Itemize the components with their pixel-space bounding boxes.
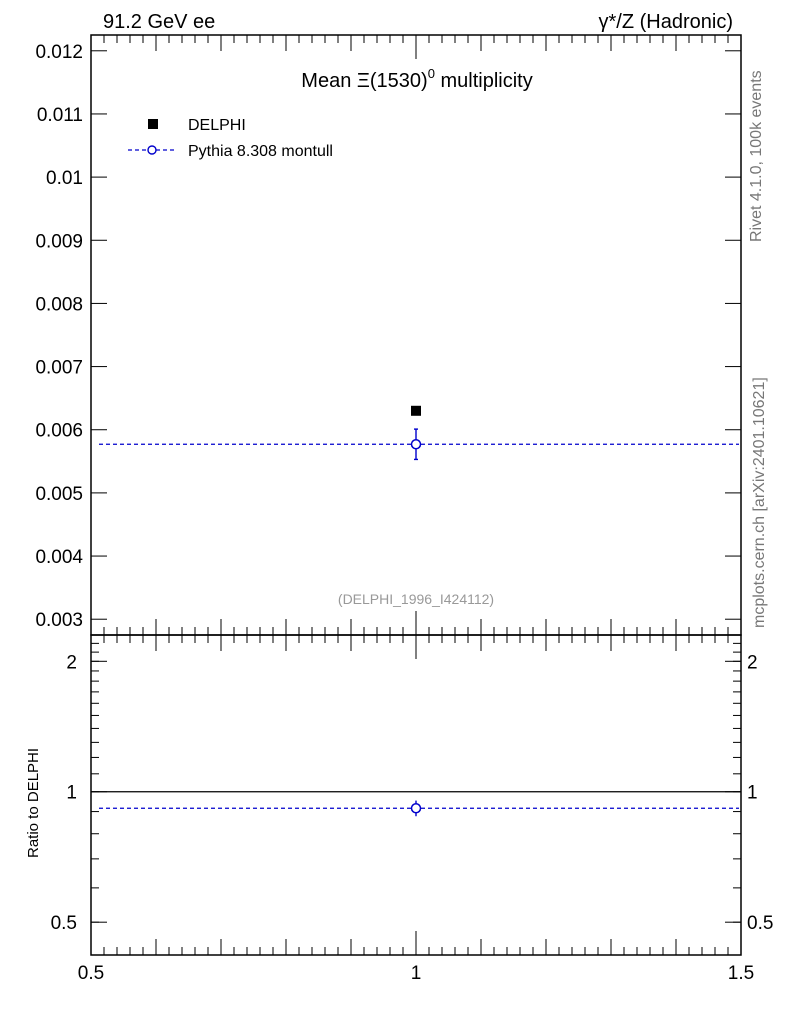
ratio-panel-frame [90, 634, 742, 956]
ratio-y-tick-label-left: 2 [66, 652, 77, 673]
title-superscript: 0 [428, 66, 435, 81]
legend-label-pythia: Pythia 8.308 montull [188, 143, 333, 160]
energy-label: 91.2 GeV ee [103, 11, 215, 33]
process-label: γ*/Z (Hadronic) [599, 11, 733, 33]
main-y-tick-label: 0.004 [35, 547, 83, 568]
chart-title: Mean Ξ(1530)0 multiplicity [301, 66, 532, 92]
main-y-tick-label: 0.01 [46, 168, 83, 189]
main-y-tick-label: 0.007 [35, 358, 83, 379]
data-layer [91, 405, 741, 817]
legend-label-delphi: DELPHI [188, 117, 246, 134]
delphi-data-point [411, 405, 421, 416]
main-y-tick-label: 0.012 [35, 42, 83, 63]
ratio-y-tick-label-left: 0.5 [51, 913, 77, 934]
legend: DELPHI Pythia 8.308 montull [128, 117, 333, 160]
analysis-id-label: (DELPHI_1996_I424112) [338, 591, 494, 607]
legend-marker-delphi [148, 119, 158, 129]
pythia-data-point [410, 439, 422, 450]
ratio-y-tick-label-right: 0.5 [747, 913, 773, 934]
x-tick-label: 1.5 [728, 963, 754, 984]
title-suffix: multiplicity [435, 70, 533, 92]
main-y-tick-label: 0.009 [35, 231, 83, 252]
mcplots-source-label: mcplots.cern.ch [arXiv:2401.10621] [751, 377, 768, 628]
main-y-tick-label: 0.011 [37, 105, 83, 126]
main-y-tick-label: 0.006 [35, 421, 83, 442]
main-y-tick-label: 0.003 [35, 610, 83, 631]
title-prefix: Mean Ξ(1530) [301, 70, 427, 92]
ratio-y-tick-label-right: 2 [747, 652, 758, 673]
rivet-version-label: Rivet 4.1.0, 100k events [748, 70, 765, 242]
x-tick-label: 0.5 [78, 963, 104, 984]
main-y-tick-label: 0.005 [35, 484, 83, 505]
pythia-ratio-point [410, 803, 422, 814]
legend-marker-pythia [147, 145, 157, 155]
ratio-axis-title: Ratio to DELPHI [25, 748, 42, 858]
main-y-tick-label: 0.008 [35, 294, 83, 315]
ratio-y-tick-label-right: 1 [747, 783, 758, 804]
ratio-y-tick-label-left: 1 [66, 783, 77, 804]
ticks-layer: 0.003 0.004 0.005 0.006 0.007 0.008 0.009 0.01 0… [35, 35, 773, 984]
x-tick-label: 1 [411, 963, 422, 984]
